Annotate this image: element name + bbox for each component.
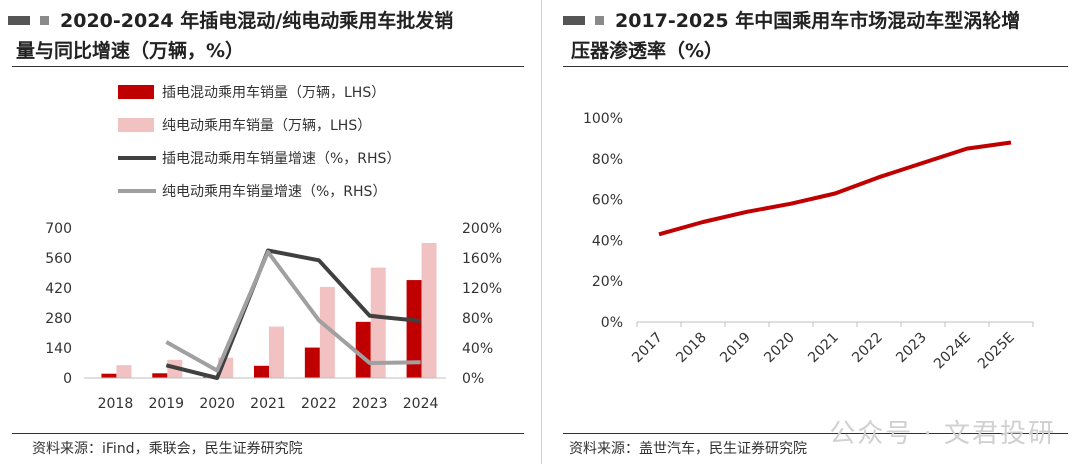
x-tick-label: 2020 — [199, 396, 235, 412]
legend-label: 纯电动乘用车销量（万辆，LHS） — [162, 117, 371, 134]
series-line — [165, 250, 421, 373]
bar — [254, 365, 269, 378]
x-tick-label: 2021 — [250, 396, 286, 412]
left-title-rule — [12, 66, 524, 67]
x-tick-label: 2019 — [717, 330, 754, 367]
bar — [355, 321, 371, 378]
title-marker-icon — [40, 16, 49, 25]
y-left-tick-label: 560 — [45, 251, 72, 267]
left-title-line2: 量与同比增速（万辆，%） — [16, 40, 245, 62]
title-marker-icon — [8, 16, 30, 25]
left-title-line1: 2020-2024 年插电混动/纯电动乘用车批发销 — [60, 10, 454, 32]
bar — [406, 280, 422, 378]
x-tick-label: 2023 — [893, 330, 930, 367]
y-tick-label: 60% — [592, 193, 623, 209]
y-right-tick-label: 120% — [462, 281, 502, 297]
bar — [421, 243, 437, 378]
left-chart: 插电混动乘用车销量（万辆，LHS） 纯电动乘用车销量（万辆，LHS） 插电混动乘用车… — [45, 84, 502, 412]
x-tick-label: 2024 — [403, 396, 439, 412]
right-title-rule — [563, 66, 1068, 67]
legend-label: 插电混动乘用车销量增速（%，RHS） — [162, 150, 400, 167]
y-right-tick-label: 200% — [462, 221, 502, 237]
x-tick-label: 2020 — [761, 330, 798, 367]
y-left-tick-label: 700 — [45, 221, 72, 237]
y-tick-label: 20% — [592, 274, 623, 290]
x-tick-label: 2017 — [629, 330, 666, 367]
y-right-tick-label: 0% — [462, 371, 484, 387]
panel-divider — [541, 0, 542, 464]
x-tick-label: 2018 — [98, 396, 134, 412]
y-tick-label: 100% — [583, 111, 623, 127]
right-title-line2: 压器渗透率（%） — [571, 40, 724, 62]
right-chart: 0%20%40%60%80%100%2017 2018 2019 2020 2021 20… — [583, 111, 1034, 373]
y-tick-label: 40% — [592, 233, 623, 249]
x-tick-label: 2024E — [931, 330, 974, 373]
series-line — [658, 140, 1012, 237]
legend-label: 纯电动乘用车销量增速（%，RHS） — [162, 183, 386, 200]
y-tick-label: 80% — [592, 152, 623, 168]
x-tick-label: 2023 — [352, 396, 388, 412]
y-right-tick-label: 40% — [462, 341, 493, 357]
bar — [116, 365, 132, 378]
bar — [370, 267, 386, 378]
x-tick-label: 2018 — [673, 330, 710, 367]
left-chart-panel: 2020-2024 年插电混动/纯电动乘用车批发销 量与同比增速（万辆，%） 插… — [0, 0, 530, 464]
bar — [304, 347, 320, 378]
x-tick-label: 2019 — [148, 396, 184, 412]
watermark: 公众号 · 文君投研 — [829, 419, 1056, 449]
legend-label: 插电混动乘用车销量（万辆，LHS） — [162, 84, 385, 101]
y-right-tick-label: 80% — [462, 311, 493, 327]
right-title-line1: 2017-2025 年中国乘用车市场混动车型涡轮增 — [615, 10, 1021, 32]
legend-swatch — [118, 118, 154, 132]
y-left-tick-label: 0 — [63, 371, 72, 387]
x-tick-label: 2022 — [301, 396, 337, 412]
left-source-rule — [12, 433, 524, 434]
right-chart-panel: 2017-2025 年中国乘用车市场混动车型涡轮增 压器渗透率（%） 0% 20%… — [555, 0, 1080, 464]
x-tick-label: 2021 — [805, 330, 842, 367]
y-left-tick-label: 140 — [45, 341, 72, 357]
right-source-rule — [563, 433, 1068, 434]
bar — [101, 373, 117, 378]
y-tick-label: 0% — [601, 315, 623, 331]
y-left-tick-label: 420 — [45, 281, 72, 297]
title-marker-icon — [595, 16, 604, 25]
series-line — [165, 248, 421, 380]
bar — [269, 326, 284, 378]
x-tick-label: 2025E — [975, 330, 1018, 373]
right-source: 资料来源：盖世汽车，民生证券研究院 — [569, 441, 807, 457]
y-left-tick-label: 280 — [45, 311, 72, 327]
bar — [152, 373, 168, 378]
bar — [319, 286, 335, 378]
legend-swatch — [118, 85, 154, 99]
title-marker-icon — [563, 16, 585, 25]
x-tick-label: 2022 — [849, 330, 886, 367]
y-right-tick-label: 160% — [462, 251, 502, 267]
left-source: 资料来源：iFind，乘联会，民生证券研究院 — [32, 441, 303, 457]
